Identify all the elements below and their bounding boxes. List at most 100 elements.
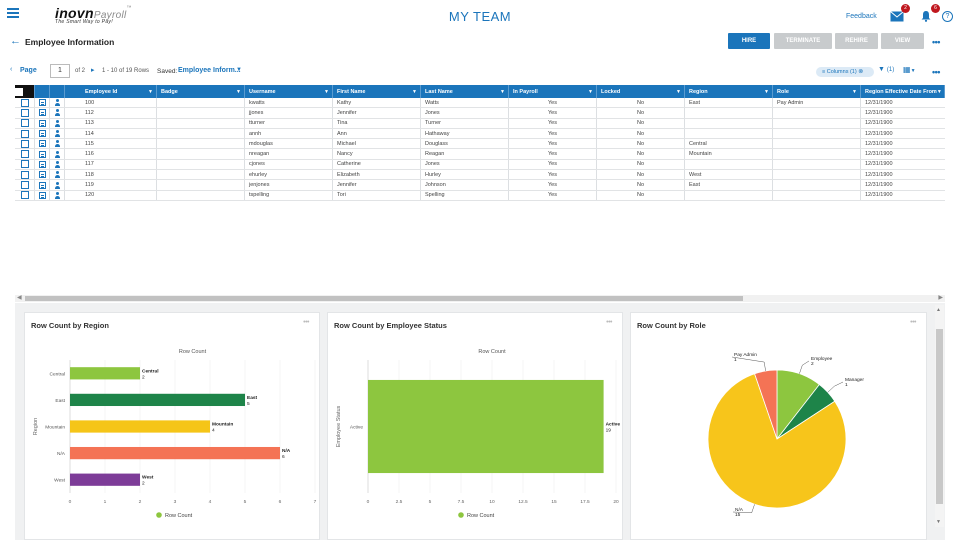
panel-more-menu[interactable]: ••• bbox=[303, 319, 309, 326]
back-arrow-icon[interactable]: ← bbox=[10, 35, 21, 47]
column-header-username[interactable]: Username ▼ bbox=[245, 85, 333, 98]
select-all-checkbox[interactable] bbox=[15, 85, 35, 98]
horizontal-scrollbar[interactable]: ◀ ▶ bbox=[15, 295, 945, 302]
row-document-icon[interactable] bbox=[35, 190, 50, 200]
mail-icon[interactable]: 2 bbox=[890, 4, 910, 22]
table-row[interactable]: 120 tspelling Tori Spelling Yes No 12/31/1900 bbox=[15, 190, 945, 201]
row-checkbox[interactable] bbox=[15, 159, 35, 170]
row-document-icon[interactable] bbox=[35, 128, 50, 139]
column-header-locked[interactable]: Locked ▼ bbox=[597, 85, 685, 98]
row-user-icon[interactable] bbox=[50, 98, 65, 108]
hire-button[interactable]: HIRE bbox=[728, 33, 770, 49]
row-document-icon[interactable] bbox=[35, 149, 50, 159]
column-header-first-name[interactable]: First Name ▼ bbox=[333, 85, 421, 98]
next-page-icon[interactable]: ▸ bbox=[91, 67, 95, 74]
horizontal-scroll-thumb[interactable] bbox=[25, 296, 743, 301]
header-more-menu[interactable]: ••• bbox=[932, 37, 940, 47]
page-number-input[interactable]: 1 bbox=[50, 64, 70, 78]
cell-employee-id: 115 bbox=[65, 139, 157, 149]
saved-view-dropdown-icon[interactable]: ▼ bbox=[236, 67, 242, 73]
row-checkbox[interactable] bbox=[15, 128, 35, 139]
cell-region-effective-date: 12/31/1900 bbox=[865, 130, 893, 137]
column-header-in-payroll[interactable]: In Payroll ▼ bbox=[509, 85, 597, 98]
cell-role bbox=[773, 170, 861, 180]
legend-label: Row Count bbox=[467, 513, 495, 519]
row-user-icon[interactable] bbox=[50, 149, 65, 159]
scroll-down-icon[interactable]: ▼ bbox=[936, 519, 941, 525]
row-document-icon[interactable] bbox=[35, 170, 50, 180]
row-document-icon[interactable] bbox=[35, 118, 50, 128]
bar bbox=[368, 379, 604, 474]
pie-leader-line bbox=[732, 504, 755, 514]
rehire-button[interactable]: REHIRE bbox=[835, 33, 878, 49]
row-checkbox[interactable] bbox=[15, 180, 35, 190]
row-checkbox[interactable] bbox=[15, 118, 35, 128]
columns-chip[interactable]: ≡ Columns (1) ⊗ bbox=[816, 67, 874, 77]
x-tick-label: 15 bbox=[551, 499, 557, 505]
panel-more-menu[interactable]: ••• bbox=[910, 319, 916, 326]
table-row[interactable]: 117 cjones Catherine Jones Yes No 12/31/1900 bbox=[15, 159, 945, 171]
column-header-last-name[interactable]: Last Name ▼ bbox=[421, 85, 509, 98]
row-checkbox[interactable] bbox=[15, 98, 35, 108]
feedback-link[interactable]: Feedback bbox=[846, 13, 877, 20]
bar-category-label: Central bbox=[142, 368, 159, 374]
row-user-icon[interactable] bbox=[50, 170, 65, 180]
row-document-icon[interactable] bbox=[35, 180, 50, 190]
terminate-button[interactable]: TERMINATE bbox=[774, 33, 832, 49]
row-user-icon[interactable] bbox=[50, 190, 65, 200]
row-checkbox[interactable] bbox=[15, 139, 35, 149]
grid-more-menu[interactable]: ••• bbox=[932, 67, 940, 77]
row-checkbox[interactable] bbox=[15, 108, 35, 118]
panel-more-menu[interactable]: ••• bbox=[606, 319, 612, 326]
view-button[interactable]: VIEW bbox=[881, 33, 924, 49]
table-row[interactable]: 115 mdouglas Michael Douglass Yes No Central 12… bbox=[15, 139, 945, 150]
row-document-icon[interactable] bbox=[35, 98, 50, 108]
scroll-up-icon[interactable]: ▲ bbox=[936, 307, 941, 313]
cell-in-payroll: Yes bbox=[509, 159, 597, 170]
table-row[interactable]: 118 ehurley Elizabeth Hurley Yes No West 12/31/… bbox=[15, 170, 945, 181]
saved-view-select[interactable]: Employee Inform... bbox=[178, 67, 241, 74]
export-icon[interactable]: ▦▼ bbox=[903, 65, 916, 74]
scroll-left-icon[interactable]: ◀ bbox=[17, 295, 22, 301]
row-user-icon[interactable] bbox=[50, 108, 65, 118]
notification-bell-icon[interactable]: 6 bbox=[920, 4, 940, 22]
row-document-icon[interactable] bbox=[35, 159, 50, 170]
help-icon[interactable]: ? bbox=[942, 11, 953, 22]
page-label: Page bbox=[20, 67, 37, 74]
row-user-icon[interactable] bbox=[50, 139, 65, 149]
row-user-icon[interactable] bbox=[50, 118, 65, 128]
column-header-region-effective-date[interactable]: Region Effective Date From ▼ bbox=[861, 85, 945, 98]
row-user-icon[interactable] bbox=[50, 128, 65, 139]
column-header-region[interactable]: Region ▼ bbox=[685, 85, 773, 98]
vertical-scroll-thumb[interactable] bbox=[936, 329, 943, 504]
row-user-icon[interactable] bbox=[50, 159, 65, 170]
row-checkbox[interactable] bbox=[15, 149, 35, 159]
cell-region bbox=[685, 118, 773, 128]
table-row[interactable]: 116 nreagan Nancy Reagan Yes No Mountain 12/31/… bbox=[15, 149, 945, 160]
x-tick-label: 12.5 bbox=[518, 499, 528, 505]
vertical-scrollbar[interactable]: ▲ ▼ bbox=[935, 305, 944, 527]
table-row[interactable]: 119 jenjones Jennifer Johnson Yes No East 12/31… bbox=[15, 180, 945, 191]
row-document-icon[interactable] bbox=[35, 108, 50, 118]
scroll-right-icon[interactable]: ▶ bbox=[938, 295, 943, 301]
row-user-icon[interactable] bbox=[50, 180, 65, 190]
row-checkbox[interactable] bbox=[15, 190, 35, 200]
filter-icon[interactable]: ▼ (1) bbox=[878, 66, 895, 73]
table-row[interactable]: 100 kwatts Kathy Watts Yes No East Pay Admin 12/… bbox=[15, 98, 945, 109]
panel-row-count-by-region: Row Count by Region ••• Row Count 0 1 2 3 4 5 6… bbox=[24, 312, 320, 540]
column-header-badge[interactable]: Badge ▼ bbox=[157, 85, 245, 98]
table-row[interactable]: 112 jjones Jennifer Jones Yes No 12/31/1900 bbox=[15, 108, 945, 119]
y-tick-label: N/A bbox=[57, 451, 66, 457]
cell-last-name: Spelling bbox=[421, 190, 509, 200]
table-row[interactable]: 114 annh Ann Hathaway Yes No 12/31/1900 bbox=[15, 128, 945, 140]
app-logo[interactable]: inovnPayroll™ The Smart Way to Pay! bbox=[55, 5, 132, 25]
row-checkbox[interactable] bbox=[15, 170, 35, 180]
table-row[interactable]: 113 tturner Tina Turner Yes No 12/31/1900 bbox=[15, 118, 945, 129]
column-header-role[interactable]: Role ▼ bbox=[773, 85, 861, 98]
row-document-icon[interactable] bbox=[35, 139, 50, 149]
panel-title: Row Count by Role bbox=[637, 321, 706, 330]
x-tick-label: 0 bbox=[367, 499, 370, 505]
prev-page-icon[interactable]: ‹ bbox=[10, 66, 13, 73]
column-header-employee-id[interactable]: Employee Id ▼ bbox=[65, 85, 157, 98]
hamburger-menu-icon[interactable] bbox=[7, 8, 19, 18]
